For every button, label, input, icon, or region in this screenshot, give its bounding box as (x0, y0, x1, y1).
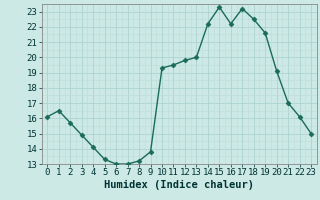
X-axis label: Humidex (Indice chaleur): Humidex (Indice chaleur) (104, 180, 254, 190)
